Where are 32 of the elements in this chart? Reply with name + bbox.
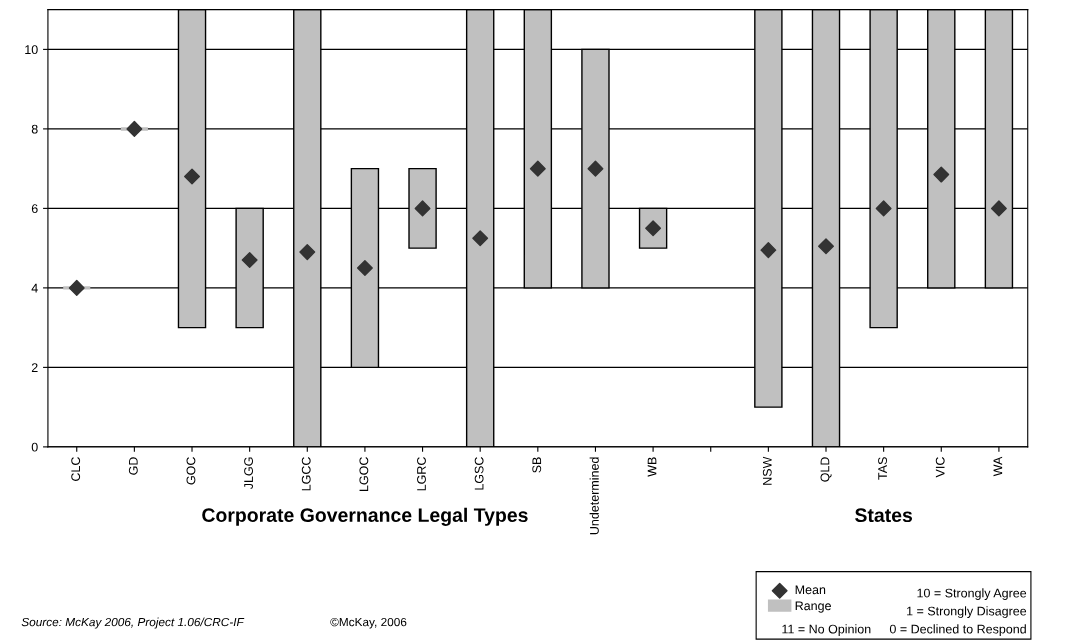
text: Corporate Governance Legal Types [202, 507, 528, 526]
y-tick-label: 4 [31, 283, 38, 293]
text: States [855, 508, 913, 523]
y-tick-label: 10 [25, 45, 38, 55]
text: ©McKay, 2006 [330, 617, 407, 629]
y-tick-label: 6 [31, 204, 38, 214]
x-tick-label: WB [647, 457, 657, 477]
x-tick-label: JLGG [244, 457, 253, 490]
x-tick-label: CLC [71, 457, 81, 481]
y-tick-label: 0 [31, 442, 38, 452]
legend-label: Mean [795, 585, 826, 595]
x-tick-label: Undetermined [589, 457, 599, 535]
text: 11 = No Opinion [782, 624, 871, 636]
x-tick-label: LGRC [417, 457, 426, 491]
source-note: Source: McKay 2006, Project 1.06/CRC-IF [21, 617, 245, 629]
x-tick-label: NSW [762, 456, 772, 485]
text: 10 = Strongly Agree [917, 588, 1027, 600]
text: 1 = Strongly Disagree [907, 606, 1027, 618]
x-tick-label: LGOC [359, 457, 369, 492]
x-tick-label: GD [128, 457, 138, 475]
x-tick-label: LGSC [474, 457, 484, 490]
x-tick-label: TAS [878, 457, 887, 480]
x-tick-label: VIC [935, 457, 945, 478]
x-tick-label: WA [993, 456, 1003, 477]
x-tick-label: GOC [186, 457, 196, 485]
legend-label: Range [795, 601, 831, 613]
x-tick-label: LGCC [301, 457, 311, 491]
x-tick-label: QLD [820, 457, 832, 482]
text: 0 = Declined to Respond [889, 624, 1026, 636]
y-tick-label: 2 [31, 363, 38, 372]
x-tick-label: SB [532, 457, 542, 473]
y-tick-label: 8 [31, 124, 38, 134]
